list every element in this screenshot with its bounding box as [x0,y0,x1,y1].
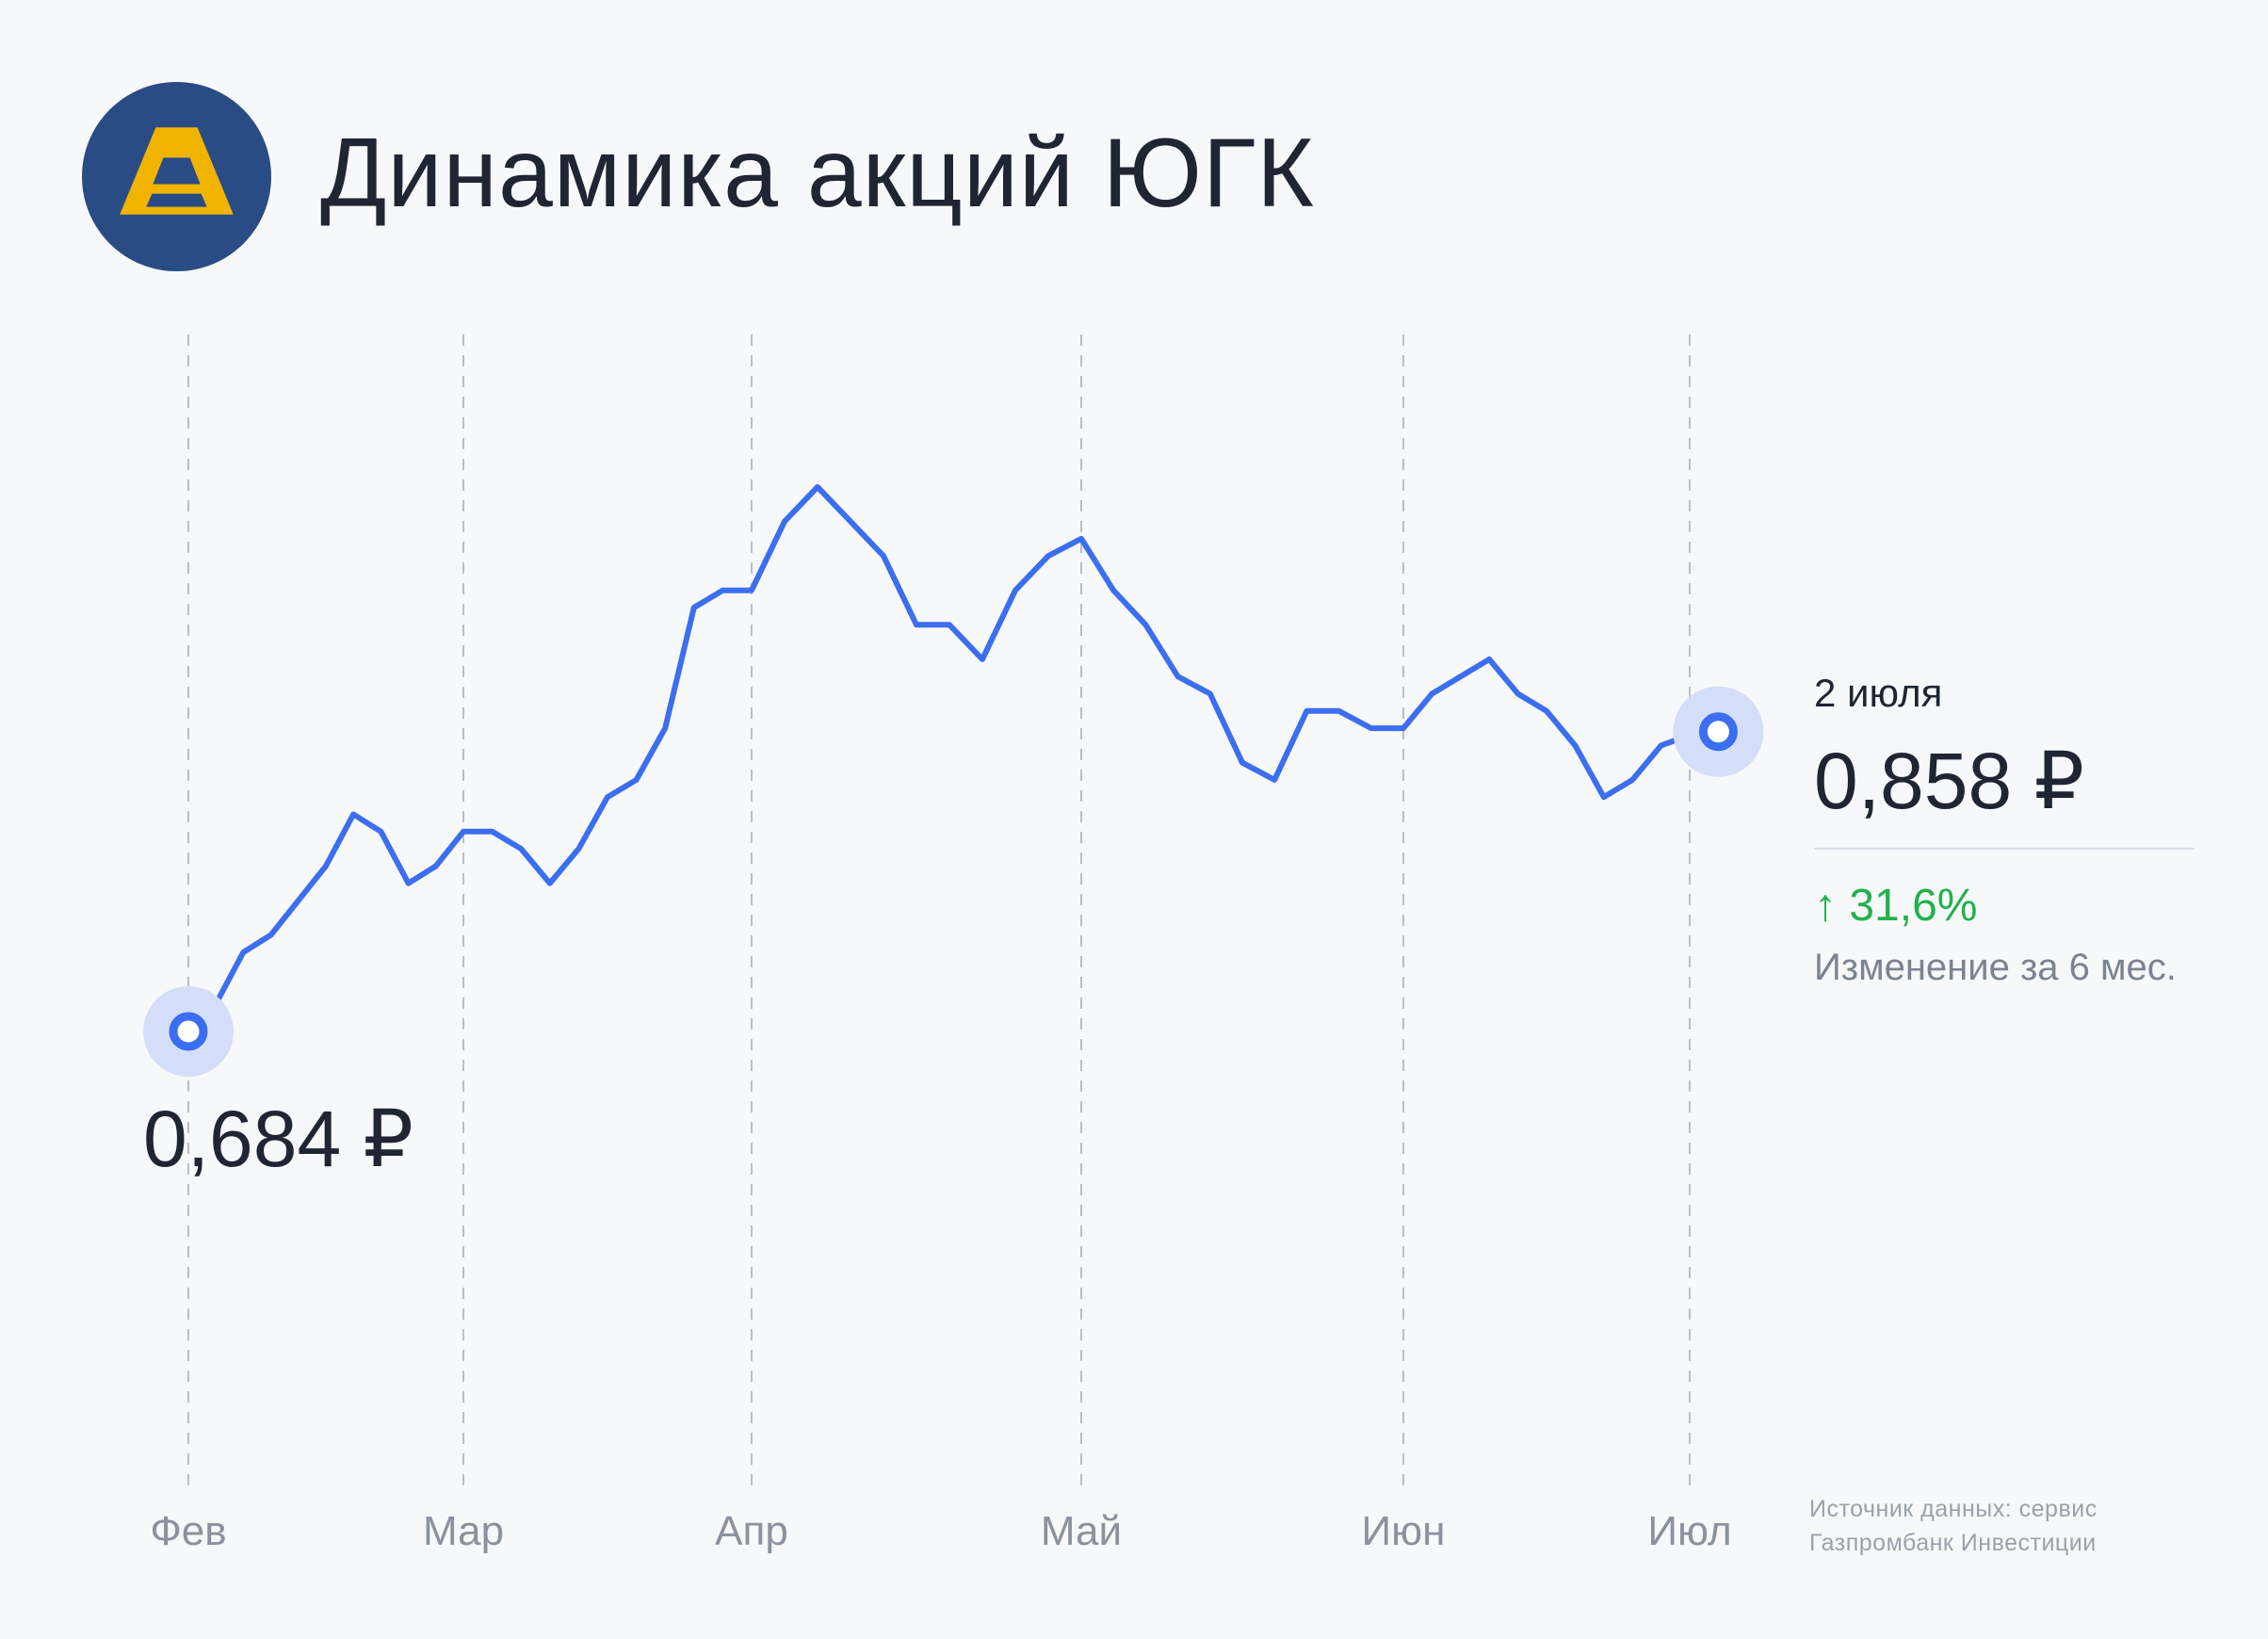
change-percent: ↑ 31,6% [1814,881,1978,931]
x-tick-label: Июл [1647,1508,1731,1554]
end-date: 2 июля [1814,671,1943,715]
end-summary-panel: 2 июля 0,858 ₽ ↑ 31,6% Изменение за 6 ме… [1814,671,2195,989]
change-caption: Изменение за 6 мес. [1814,947,2177,988]
price-line [186,484,1722,1042]
company-logo [82,82,271,271]
x-tick-label: Май [1041,1508,1122,1554]
grid-layer [187,334,1691,1488]
page-title: Динамика акций ЮГК [320,119,1315,228]
yugk-logo-icon [120,127,234,215]
source-line-2: Газпромбанк Инвестиции [1809,1530,2097,1556]
source-line-1: Источник данных: сервис [1809,1496,2098,1522]
start-point-marker [169,1012,208,1051]
divider [1814,848,2195,850]
x-tick-label: Июн [1362,1508,1446,1554]
markers-layer [143,686,1764,1077]
x-tick-label: Фев [150,1508,226,1554]
end-price-value: 0,858 ₽ [1814,737,2084,825]
start-price-value: 0,684 ₽ [143,1095,413,1183]
x-tick-label: Мар [423,1508,504,1554]
end-point-marker [1698,712,1738,752]
data-source: Источник данных: сервис Газпромбанк Инве… [1809,1492,2098,1560]
tick-labels: Фев Мар Апр Май Июн Июл [150,1508,1731,1554]
x-tick-label: Апр [715,1508,788,1554]
